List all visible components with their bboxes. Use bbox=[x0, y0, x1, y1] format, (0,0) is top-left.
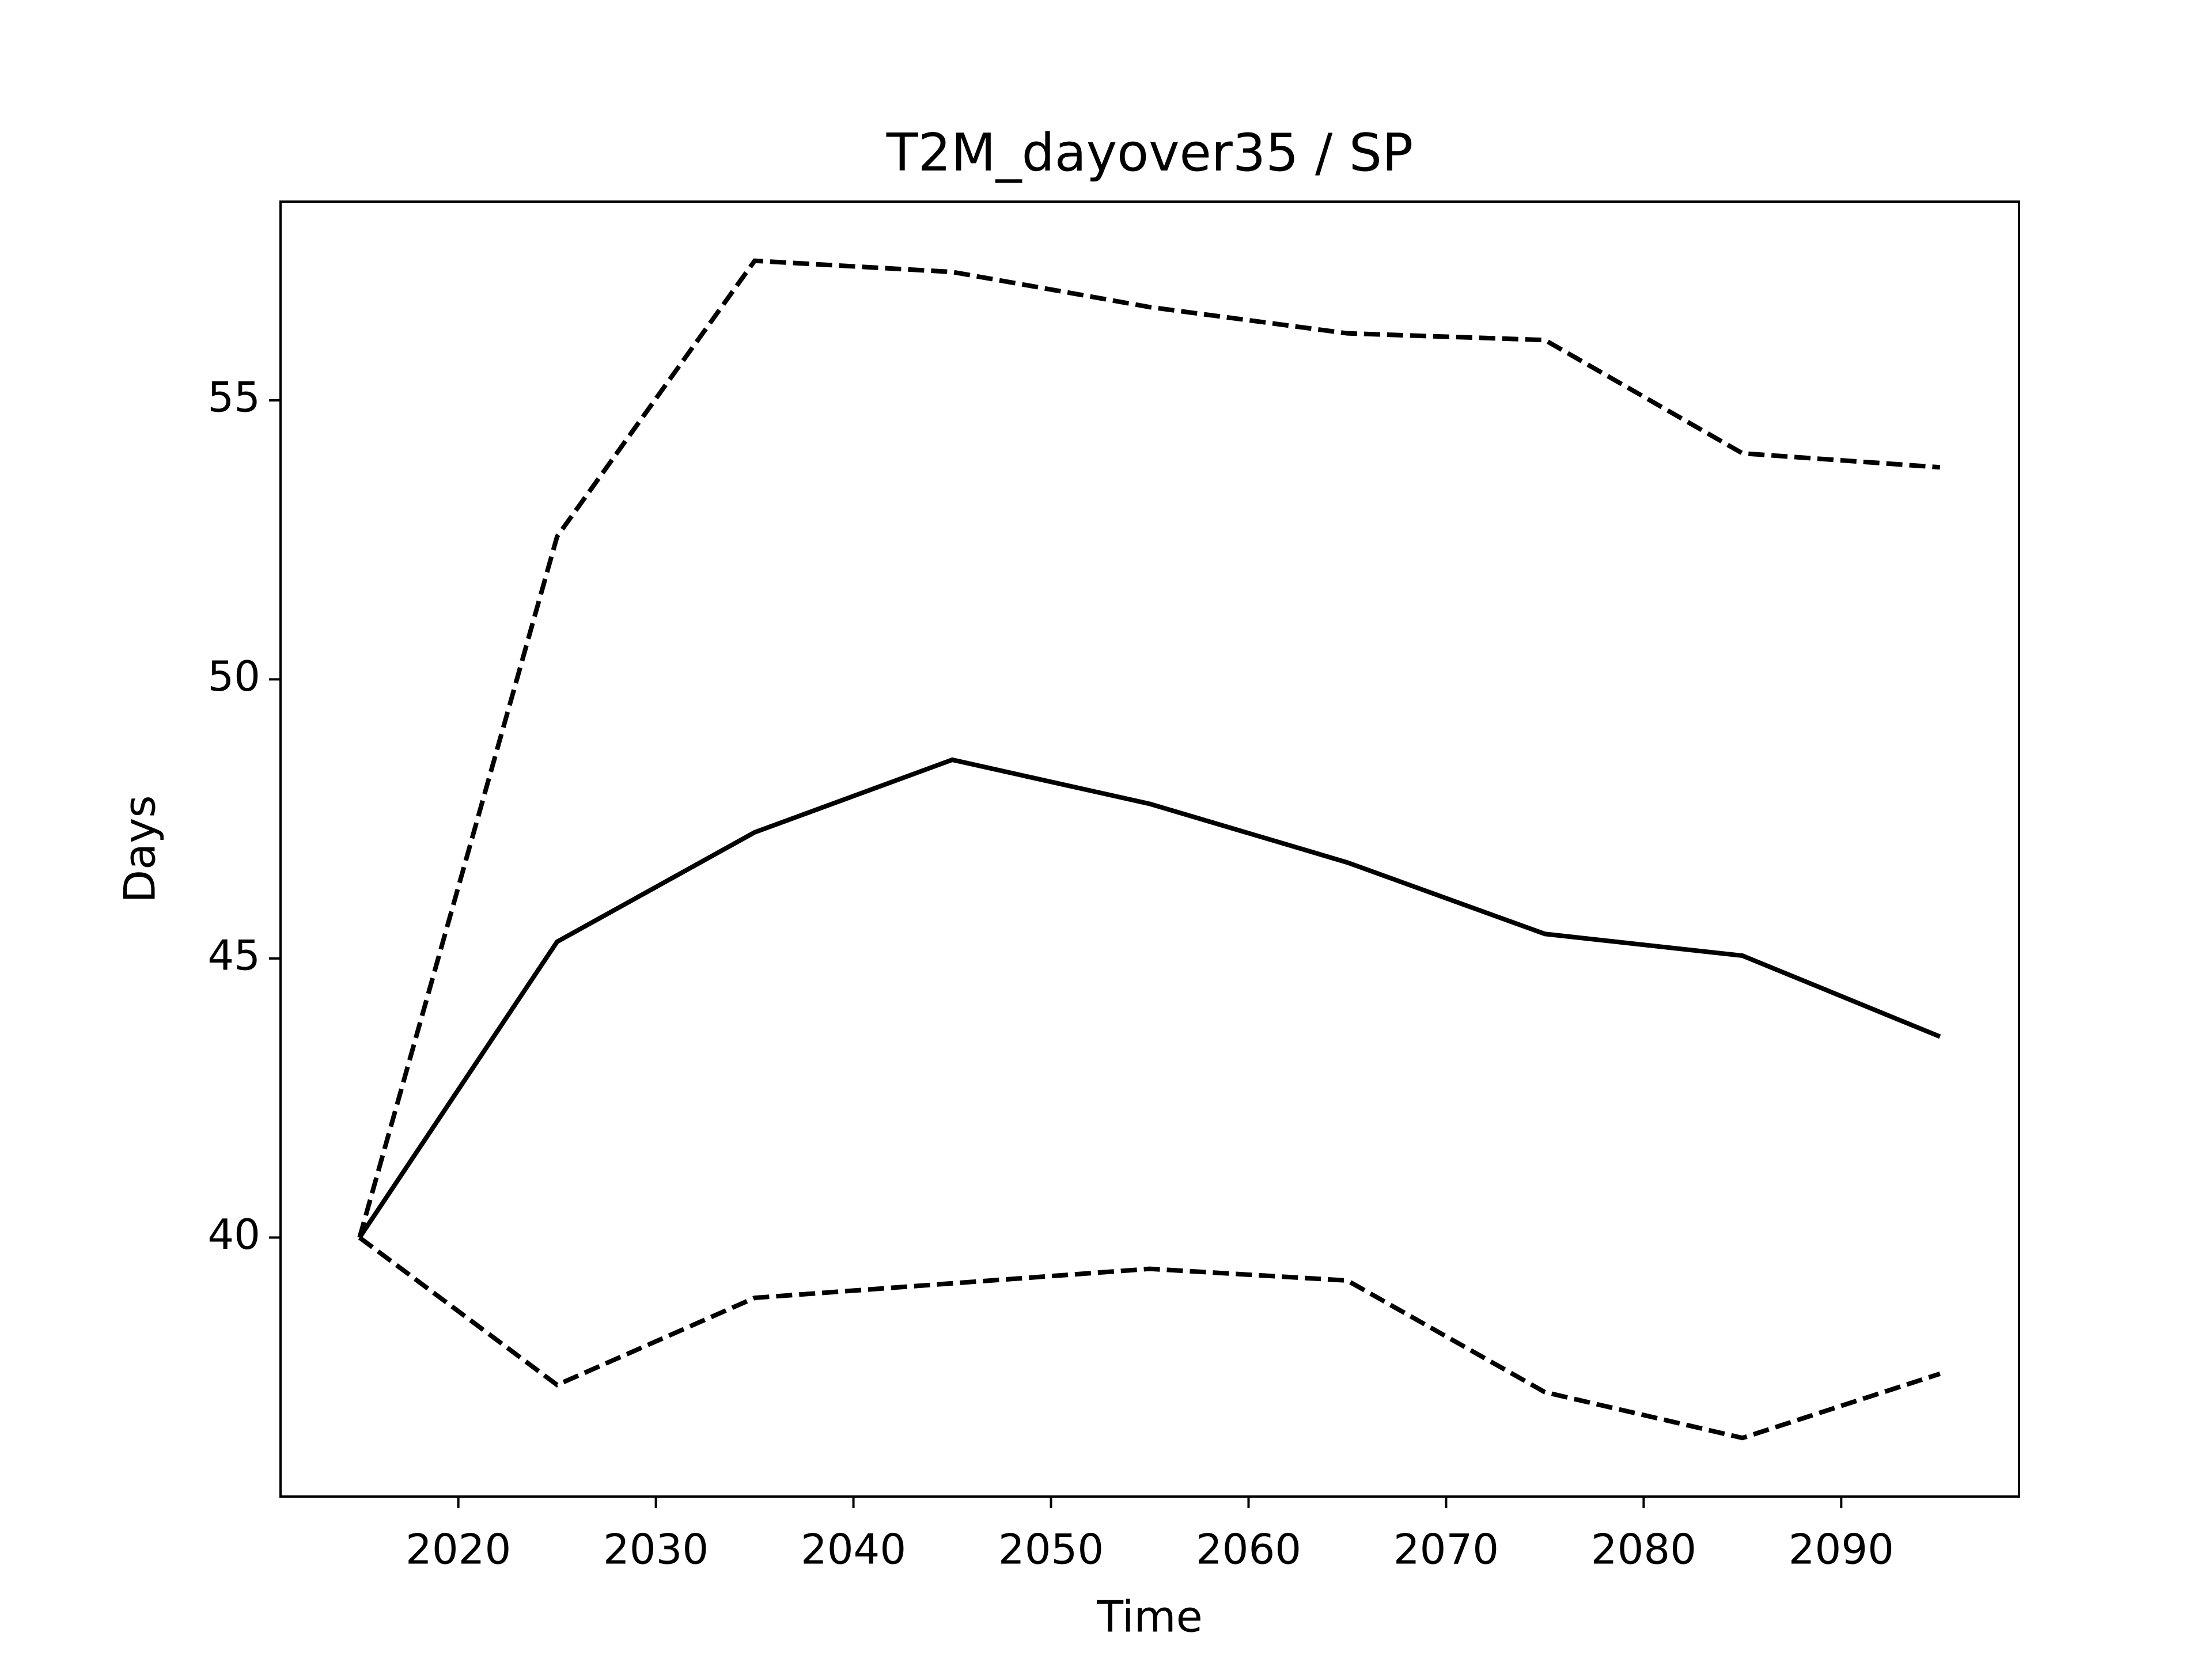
y-tick-label: 40 bbox=[207, 1210, 260, 1259]
x-tick-label: 2060 bbox=[1196, 1525, 1301, 1574]
x-tick-label: 2040 bbox=[801, 1525, 906, 1574]
x-tick-label: 2020 bbox=[406, 1525, 511, 1574]
y-axis-label: Days bbox=[115, 795, 165, 903]
y-tick-label: 45 bbox=[207, 931, 260, 979]
x-axis-label: Time bbox=[1096, 1592, 1203, 1642]
x-tick-label: 2030 bbox=[603, 1525, 709, 1574]
series-line bbox=[357, 757, 1941, 1239]
x-tick-label: 2070 bbox=[1393, 1525, 1499, 1574]
series-line bbox=[358, 1236, 1941, 1441]
series-line bbox=[357, 258, 1941, 1238]
chart-title: T2M_dayover35 / SP bbox=[886, 123, 1414, 183]
plot-frame bbox=[279, 200, 2020, 1498]
y-tick-label: 55 bbox=[207, 373, 260, 421]
y-tick-label: 50 bbox=[207, 652, 260, 700]
x-tick-label: 2080 bbox=[1591, 1525, 1696, 1574]
x-tick-label: 2090 bbox=[1789, 1525, 1894, 1574]
x-tick-label: 2050 bbox=[998, 1525, 1104, 1574]
